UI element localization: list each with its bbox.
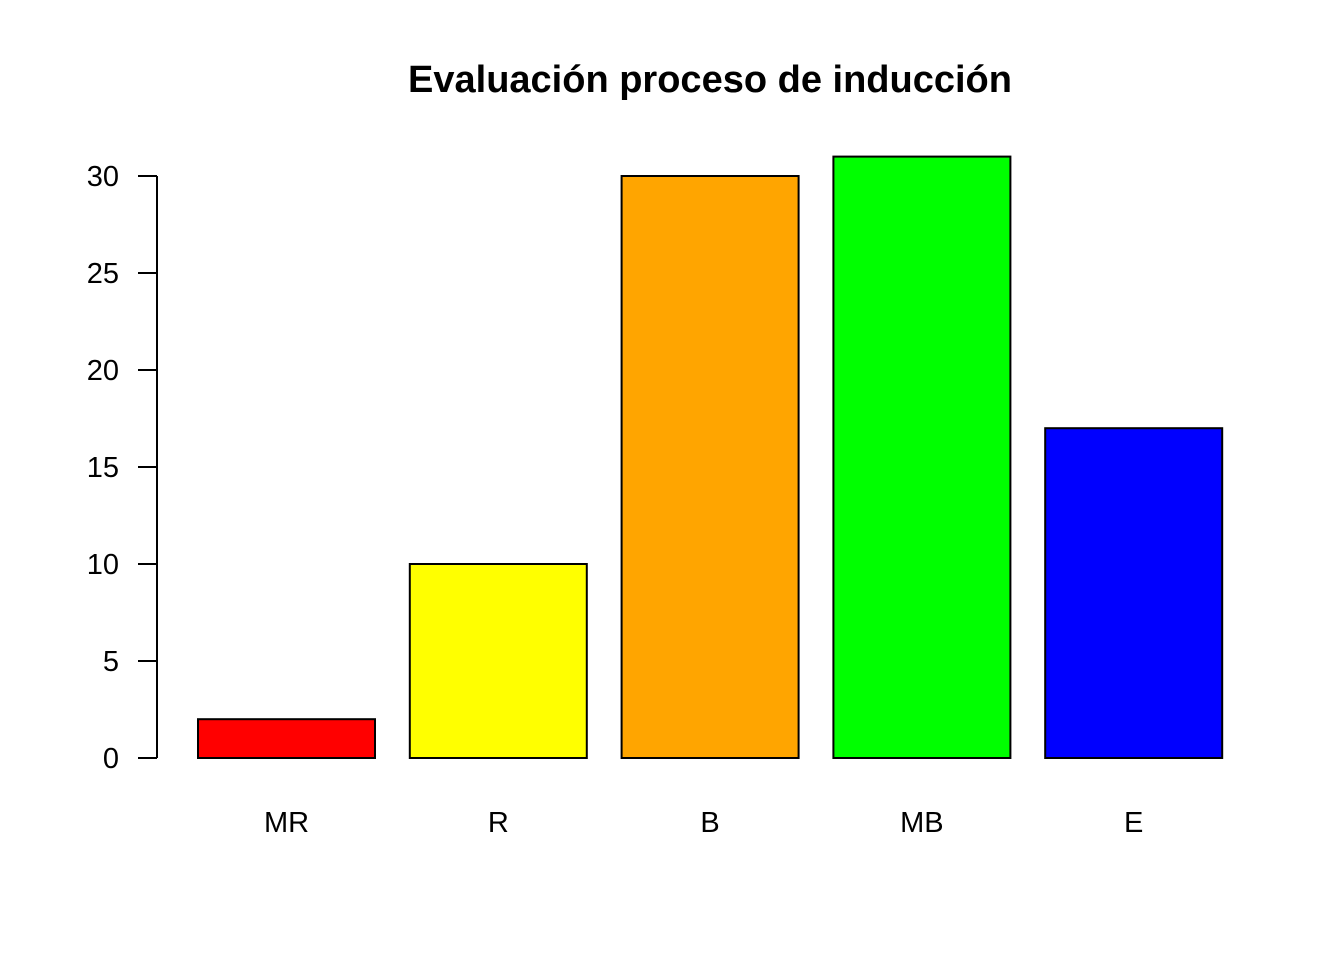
bars-group	[197, 155, 1224, 760]
x-category-label: MB	[900, 807, 944, 839]
x-category-label: E	[1124, 807, 1143, 839]
y-tick-label: 20	[87, 355, 119, 387]
x-category-label: B	[700, 807, 719, 839]
bar-b	[620, 175, 800, 759]
y-tick-label: 10	[87, 549, 119, 581]
y-tick-label: 15	[87, 452, 119, 484]
y-tick-label: 5	[103, 646, 119, 678]
bar-mb	[832, 155, 1012, 760]
bar-mr	[197, 718, 376, 760]
bar-e	[1044, 427, 1224, 759]
x-axis-labels: MR R B MB E	[264, 807, 1143, 839]
y-tick-label: 25	[87, 258, 119, 290]
y-tick-label: 30	[87, 161, 119, 193]
chart-title: Evaluación proceso de inducción	[408, 59, 1012, 101]
bar-r	[408, 563, 588, 759]
x-category-label: R	[488, 807, 509, 839]
y-axis: 0 5 10 15 20 25 30	[87, 161, 158, 775]
x-category-label: MR	[264, 807, 309, 839]
y-tick-label: 0	[103, 743, 119, 775]
